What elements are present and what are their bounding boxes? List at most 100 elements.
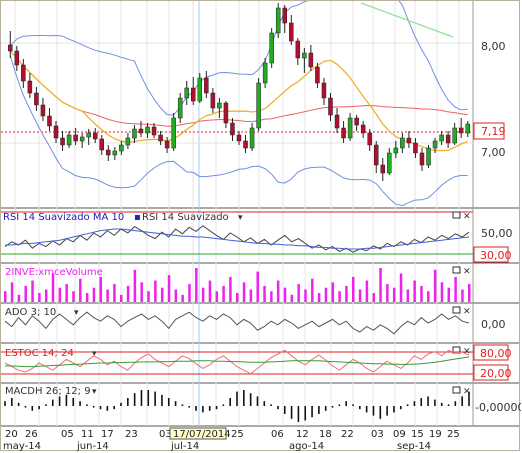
candle-body[interactable] bbox=[164, 140, 170, 149]
candle-body[interactable] bbox=[197, 77, 203, 102]
candle-body[interactable] bbox=[138, 128, 144, 134]
candle-body[interactable] bbox=[132, 128, 137, 139]
volume-bar[interactable] bbox=[154, 280, 157, 302]
candle-body[interactable] bbox=[347, 117, 353, 139]
candle-body[interactable] bbox=[302, 52, 307, 59]
candle-body[interactable] bbox=[419, 152, 425, 166]
volume-bar[interactable] bbox=[38, 293, 41, 302]
candle-body[interactable] bbox=[236, 134, 242, 142]
candle-body[interactable] bbox=[262, 62, 268, 84]
volume-bar[interactable] bbox=[167, 275, 171, 302]
volume-bar[interactable] bbox=[181, 294, 184, 302]
volume-bar[interactable] bbox=[304, 289, 307, 302]
volume-bar[interactable] bbox=[365, 280, 369, 302]
volume-bar[interactable] bbox=[338, 291, 341, 302]
candle-body[interactable] bbox=[171, 117, 176, 149]
candle-body[interactable] bbox=[426, 147, 431, 166]
candle-body[interactable] bbox=[295, 40, 301, 59]
candle-body[interactable] bbox=[413, 142, 418, 154]
volume-bar[interactable] bbox=[133, 269, 137, 302]
volume-bar[interactable] bbox=[4, 291, 7, 302]
candle-body[interactable] bbox=[191, 87, 196, 102]
volume-bar[interactable] bbox=[31, 280, 34, 302]
volume-bar[interactable] bbox=[10, 282, 14, 302]
volume-bar[interactable] bbox=[99, 276, 103, 302]
candle-body[interactable] bbox=[92, 132, 98, 140]
volume-bar[interactable] bbox=[140, 282, 143, 302]
volume-bar[interactable] bbox=[65, 284, 68, 302]
candle-body[interactable] bbox=[86, 132, 91, 138]
volume-bar[interactable] bbox=[147, 291, 150, 302]
candle-body[interactable] bbox=[445, 134, 451, 144]
volume-bar[interactable] bbox=[427, 291, 430, 302]
candle-body[interactable] bbox=[204, 77, 209, 94]
volume-window-controls[interactable]: ✕ bbox=[452, 266, 471, 277]
candle-body[interactable] bbox=[387, 152, 392, 174]
volume-bar[interactable] bbox=[263, 285, 266, 302]
ado-menu-icon[interactable]: ▾ bbox=[74, 308, 79, 318]
candle-body[interactable] bbox=[106, 149, 111, 156]
candle-body[interactable] bbox=[27, 80, 33, 94]
ado-window-controls[interactable]: ✕ bbox=[452, 306, 471, 317]
candle-body[interactable] bbox=[21, 64, 26, 82]
candle-body[interactable] bbox=[14, 50, 20, 66]
candle-body[interactable] bbox=[230, 122, 235, 136]
volume-bar[interactable] bbox=[379, 268, 382, 302]
candle-body[interactable] bbox=[217, 102, 222, 109]
volume-bar[interactable] bbox=[215, 291, 219, 302]
candle-body[interactable] bbox=[34, 92, 39, 106]
candle-body[interactable] bbox=[341, 127, 346, 139]
volume-bar[interactable] bbox=[440, 282, 444, 302]
volume-bar[interactable] bbox=[270, 291, 273, 302]
volume-bar[interactable] bbox=[324, 287, 328, 302]
volume-bar[interactable] bbox=[85, 293, 89, 302]
volume-bar[interactable] bbox=[58, 287, 62, 302]
candle-body[interactable] bbox=[119, 144, 124, 152]
candle-body[interactable] bbox=[406, 137, 412, 144]
candle-body[interactable] bbox=[184, 87, 189, 99]
volume-bar[interactable] bbox=[372, 293, 375, 302]
price-panel[interactable]: 7,19 8,00 7,00 bbox=[1, 1, 506, 207]
stoc-menu-icon[interactable]: ▾ bbox=[92, 349, 97, 359]
volume-bar[interactable] bbox=[256, 271, 259, 302]
rsi-window-controls[interactable]: ✕ bbox=[452, 211, 471, 222]
volume-bar[interactable] bbox=[113, 284, 116, 302]
volume-bar[interactable] bbox=[311, 278, 314, 302]
volume-bar[interactable] bbox=[249, 289, 253, 302]
candle-body[interactable] bbox=[354, 117, 359, 126]
macd-panel[interactable]: MACDH 26; 12; 9 ▾ -0,00000 ✕ bbox=[4, 386, 521, 422]
candle-body[interactable] bbox=[269, 32, 274, 64]
volume-bar[interactable] bbox=[120, 294, 123, 302]
candle-body[interactable] bbox=[151, 126, 157, 136]
volume-bar[interactable] bbox=[392, 287, 396, 302]
volume-bar[interactable] bbox=[413, 280, 416, 302]
volume-bar[interactable] bbox=[201, 287, 205, 302]
volume-bar[interactable] bbox=[188, 284, 191, 302]
volume-bar[interactable] bbox=[236, 293, 239, 302]
volume-bar[interactable] bbox=[72, 291, 75, 302]
candle-body[interactable] bbox=[373, 144, 379, 166]
candle-body[interactable] bbox=[40, 104, 46, 117]
candle-body[interactable] bbox=[275, 7, 281, 34]
volume-bar[interactable] bbox=[44, 289, 48, 302]
volume-bar[interactable] bbox=[51, 273, 55, 302]
volume-bar[interactable] bbox=[195, 268, 198, 302]
volume-bar[interactable] bbox=[208, 280, 212, 302]
candle-body[interactable] bbox=[289, 22, 294, 42]
candle-body[interactable] bbox=[360, 124, 366, 134]
candle-body[interactable] bbox=[439, 134, 444, 142]
macd-window-controls[interactable]: ✕ bbox=[452, 386, 471, 397]
volume-bar[interactable] bbox=[399, 273, 403, 302]
candle-body[interactable] bbox=[393, 147, 399, 154]
candle-body[interactable] bbox=[256, 82, 261, 129]
rsi-panel[interactable]: RSI 14 Suavizado MA 10 ▪ RSI 14 Suavizad… bbox=[1, 211, 513, 263]
volume-bar[interactable] bbox=[24, 285, 27, 302]
candle-body[interactable] bbox=[432, 140, 438, 149]
volume-bar[interactable] bbox=[468, 284, 471, 302]
candle-body[interactable] bbox=[210, 92, 216, 109]
candle-body[interactable] bbox=[315, 66, 320, 84]
volume-bar[interactable] bbox=[297, 284, 300, 302]
candle-body[interactable] bbox=[47, 115, 52, 127]
candle-body[interactable] bbox=[282, 7, 287, 24]
candle-body[interactable] bbox=[458, 127, 464, 134]
